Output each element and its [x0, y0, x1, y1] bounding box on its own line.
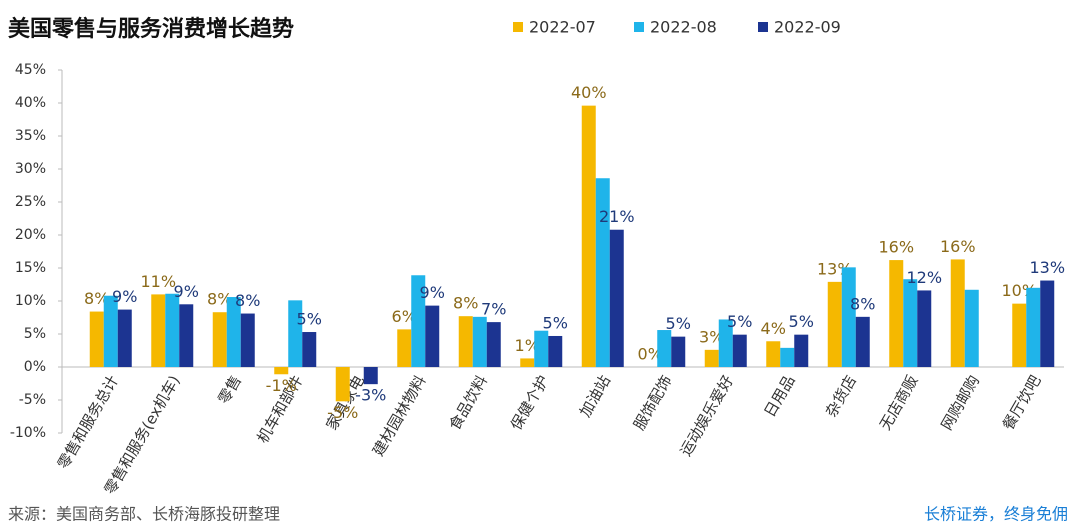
data-label: -3%	[355, 386, 386, 405]
bar	[841, 267, 856, 367]
bar	[117, 309, 132, 367]
source: 来源：美国商务部、长桥海豚投研整理	[8, 505, 280, 524]
legend-label: 2022-09	[774, 18, 841, 37]
bar	[302, 332, 317, 367]
bar	[1040, 280, 1055, 367]
bar	[458, 316, 473, 367]
bar	[548, 335, 563, 367]
bar	[151, 294, 166, 367]
bar	[226, 297, 241, 367]
y-tick-label: 35%	[15, 128, 46, 144]
bar	[903, 279, 918, 367]
bar	[1012, 303, 1027, 367]
data-label: -5%	[327, 403, 358, 422]
y-tick-label: -5%	[19, 392, 46, 408]
data-label: 5%	[543, 313, 568, 332]
data-label: 6%	[392, 307, 417, 326]
legend-swatch	[634, 22, 644, 32]
data-label: 8%	[235, 291, 260, 310]
data-label: 16%	[940, 237, 976, 256]
bar	[917, 290, 932, 367]
bar	[827, 281, 842, 367]
legend-swatch	[513, 22, 523, 32]
data-label: 12%	[906, 268, 942, 287]
bar	[363, 367, 378, 385]
data-label: 5%	[789, 312, 814, 331]
data-label: 1%	[515, 336, 540, 355]
chart-title: 美国零售与服务消费增长趋势	[8, 16, 294, 42]
bar	[671, 336, 686, 367]
bar	[657, 330, 672, 367]
bar	[609, 229, 624, 367]
data-label: 7%	[481, 300, 506, 319]
bar	[425, 305, 440, 367]
bar	[718, 319, 733, 367]
y-tick-label: 30%	[15, 161, 46, 177]
data-label: -1%	[266, 376, 297, 395]
bar	[964, 289, 979, 367]
bar	[732, 334, 747, 367]
bar	[1026, 287, 1041, 367]
data-label: 9%	[420, 283, 445, 302]
bar	[889, 260, 904, 367]
y-tick-label: 45%	[15, 62, 46, 78]
y-tick-label: 20%	[15, 227, 46, 243]
y-tick-label: 40%	[15, 95, 46, 111]
bar	[288, 300, 303, 367]
data-label: 5%	[727, 312, 752, 331]
data-label: 3%	[699, 327, 724, 346]
bar	[89, 311, 104, 367]
y-tick-label: 15%	[15, 260, 46, 276]
bar	[179, 304, 194, 367]
data-label: 8%	[850, 294, 875, 313]
bar	[766, 341, 781, 367]
data-label: 40%	[571, 83, 607, 102]
bar	[704, 349, 719, 367]
data-label: 9%	[174, 282, 199, 301]
y-tick-label: 5%	[24, 326, 46, 342]
bar	[534, 330, 549, 367]
legend-swatch	[758, 22, 768, 32]
data-label: 0%	[638, 345, 663, 364]
bar	[520, 358, 535, 367]
footer: 长桥证券，终身免佣	[924, 505, 1068, 524]
data-label: 16%	[878, 238, 914, 257]
legend-label: 2022-08	[650, 18, 717, 37]
bar	[411, 275, 426, 367]
data-label: 8%	[207, 290, 232, 309]
data-label: 8%	[453, 294, 478, 313]
data-label: 11%	[140, 272, 176, 291]
bar	[212, 312, 227, 367]
bar	[780, 347, 795, 367]
bar	[103, 295, 118, 367]
bar	[472, 316, 487, 367]
bar	[240, 313, 255, 367]
data-label: 5%	[666, 314, 691, 333]
y-tick-label: -10%	[10, 425, 46, 441]
bar	[595, 178, 610, 367]
bar	[335, 367, 350, 402]
bar	[855, 316, 870, 367]
bar	[165, 293, 180, 367]
bar	[794, 334, 809, 367]
y-tick-label: 0%	[24, 359, 46, 375]
legend-label: 2022-07	[529, 18, 596, 37]
data-label: 9%	[112, 287, 137, 306]
y-tick-label: 10%	[15, 293, 46, 309]
bar	[397, 329, 412, 367]
bar	[274, 367, 289, 375]
data-label: 8%	[84, 289, 109, 308]
bar	[486, 322, 501, 367]
data-label: 13%	[1029, 258, 1065, 277]
y-tick-label: 25%	[15, 194, 46, 210]
data-label: 4%	[761, 319, 786, 338]
data-label: 5%	[297, 310, 322, 329]
data-label: 21%	[599, 207, 635, 226]
bar	[950, 259, 965, 367]
bar	[581, 105, 596, 367]
